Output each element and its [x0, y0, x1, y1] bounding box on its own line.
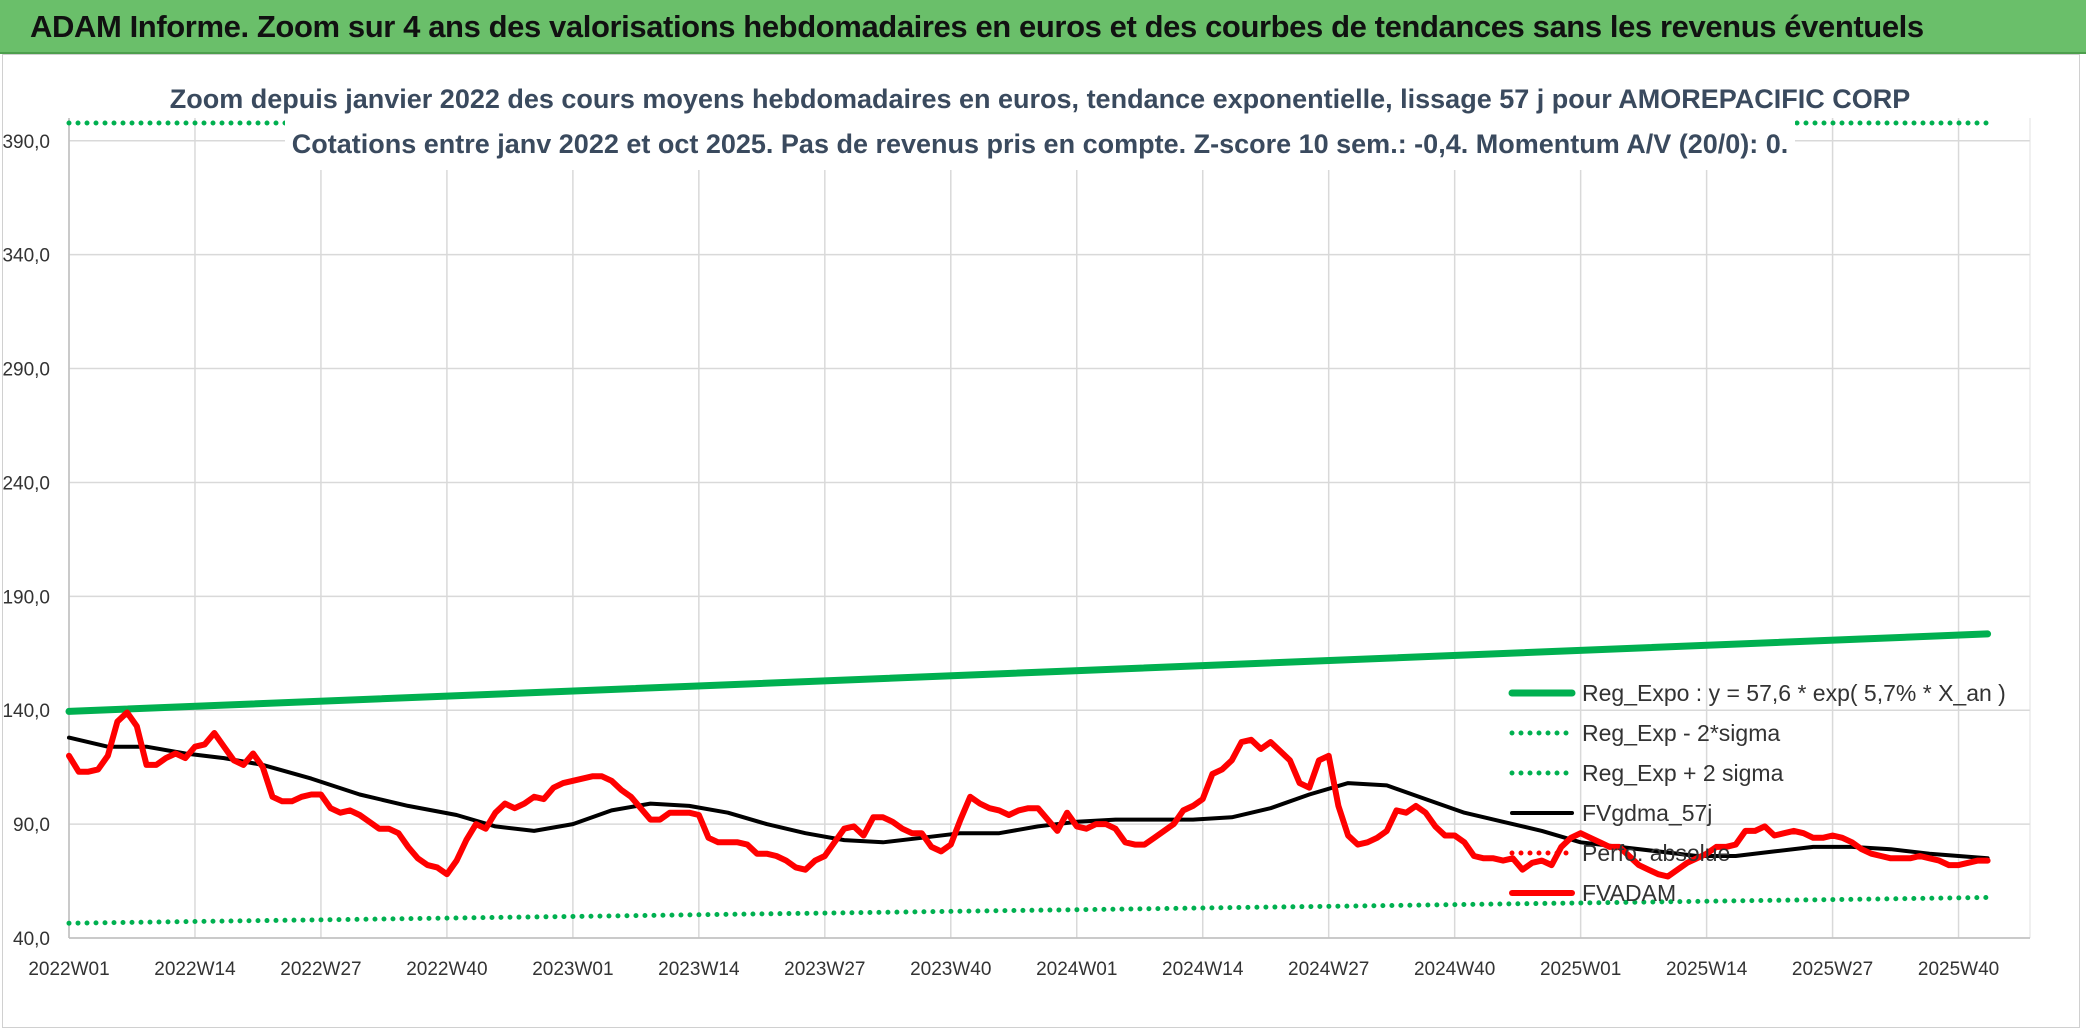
legend-label: Perfo. absolue [1582, 840, 1730, 866]
chart-frame [2, 54, 2080, 1028]
x-tick-label: 2023W40 [910, 959, 991, 980]
series-reg-exp-minus-2sigma [66, 895, 1991, 926]
chart-title-area: Zoom depuis janvier 2022 des cours moyen… [170, 78, 1911, 170]
series-fvgdma-57j [67, 735, 1990, 861]
y-tick-label: 90,0 [13, 815, 50, 836]
y-tick-label: 190,0 [2, 587, 50, 608]
axes: 40,0 90,0 140,0 190,0 240,0 290,0 340,0 390,0 20… [2, 132, 1999, 980]
y-tick-label: 290,0 [2, 360, 50, 381]
x-tick-label: 2024W14 [1162, 959, 1244, 980]
x-tick-label: 2025W27 [1792, 959, 1873, 980]
x-tick-label: 2023W01 [532, 959, 613, 980]
grid [68, 118, 2031, 939]
legend-label: Reg_Exp - 2*sigma [1582, 720, 1780, 746]
x-tick-label: 2022W01 [28, 959, 109, 980]
x-tick-label: 2023W27 [784, 959, 865, 980]
x-tick-label: 2025W14 [1666, 959, 1748, 980]
y-tick-label: 390,0 [2, 132, 50, 153]
header-bar: ADAM Informe. Zoom sur 4 ans des valoris… [0, 0, 2086, 54]
header-title: ADAM Informe. Zoom sur 4 ans des valoris… [30, 9, 1924, 44]
y-tick-label: 40,0 [13, 929, 50, 950]
chart-subtitle: Cotations entre janv 2022 et oct 2025. P… [292, 129, 1789, 159]
series-fvadam [66, 709, 1991, 880]
legend-label: Reg_Exp + 2 sigma [1582, 760, 1784, 786]
chart-title: Zoom depuis janvier 2022 des cours moyen… [170, 84, 1911, 114]
x-tick-label: 2024W01 [1036, 959, 1117, 980]
legend-label: Reg_Expo : y = 57,6 * exp( 5,7% * X_an ) [1582, 680, 2006, 706]
x-tick-label: 2024W27 [1288, 959, 1369, 980]
x-tick-label: 2022W27 [280, 959, 361, 980]
legend-label: FVgdma_57j [1582, 800, 1712, 826]
y-tick-label: 140,0 [2, 701, 50, 722]
x-tick-label: 2022W14 [154, 959, 236, 980]
series [65, 120, 1992, 926]
x-tick-label: 2025W40 [1918, 959, 1999, 980]
x-tick-label: 2024W40 [1414, 959, 1495, 980]
legend-label: FVADAM [1582, 880, 1676, 906]
x-tick-label: 2023W14 [658, 959, 740, 980]
x-tick-label: 2025W01 [1540, 959, 1621, 980]
x-tick-label: 2022W40 [406, 959, 487, 980]
y-tick-label: 340,0 [2, 246, 50, 267]
legend: Reg_Expo : y = 57,6 * exp( 5,7% * X_an )… [1508, 680, 2006, 906]
series-reg-expo [65, 630, 1992, 715]
y-tick-label: 240,0 [2, 473, 50, 494]
